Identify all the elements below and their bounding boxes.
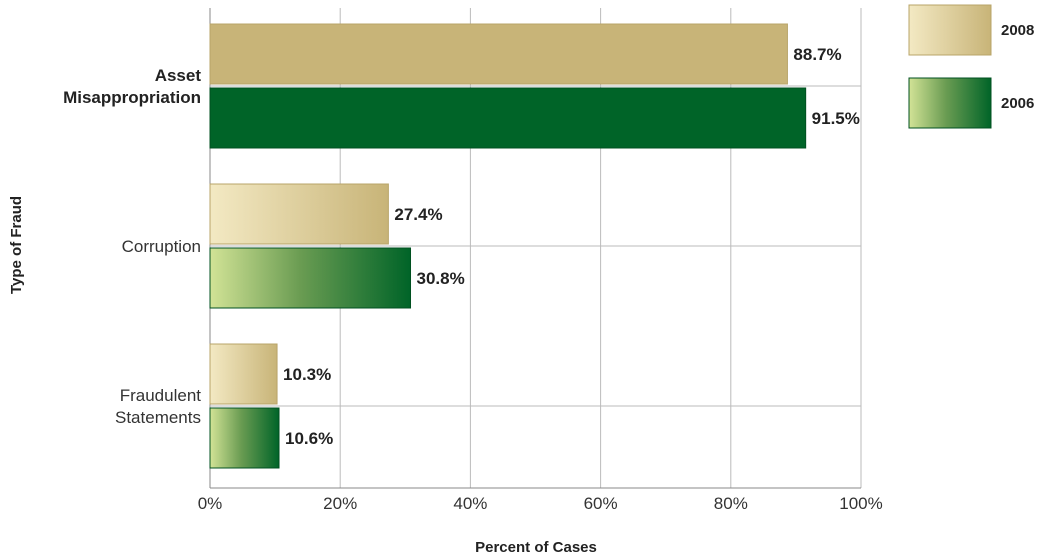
category-label: Corruption — [122, 237, 201, 256]
category-label: Asset Misappropriation — [63, 66, 201, 107]
legend-label-2006: 2006 — [1001, 95, 1034, 112]
bar-2008-corruption — [209, 183, 389, 245]
data-label: 91.5% — [812, 109, 860, 128]
legend-swatch-2006 — [908, 77, 992, 129]
bar-2006-asset-misappropriation — [209, 87, 807, 149]
x-tick-label: 100% — [839, 494, 882, 513]
bars — [209, 23, 807, 469]
bar-2008-fraudulent-statements — [209, 343, 278, 405]
legend-swatch-2008 — [908, 4, 992, 56]
data-label: 30.8% — [417, 269, 465, 288]
x-tick-label: 60% — [584, 494, 618, 513]
bar-2006-corruption — [209, 247, 412, 309]
x-tick-label: 20% — [323, 494, 357, 513]
x-tick-label: 0% — [198, 494, 223, 513]
legend-label-2008: 2008 — [1001, 22, 1034, 39]
data-label: 10.3% — [283, 365, 331, 384]
y-axis-title: Type of Fraud — [8, 196, 25, 294]
labels: 0% 20% 40% 60% 80% 100% 88.7% 91.5% 27.4% 30.8% 10… — [63, 45, 883, 513]
x-tick-label: 80% — [714, 494, 748, 513]
legend: 2008 2006 — [908, 4, 1034, 129]
data-label: 27.4% — [394, 205, 442, 224]
category-label: Fraudulent Statements — [115, 386, 201, 427]
data-label: 10.6% — [285, 429, 333, 448]
x-axis-title: Percent of Cases — [475, 539, 597, 556]
x-tick-label: 40% — [453, 494, 487, 513]
data-label: 88.7% — [793, 45, 841, 64]
bar-2006-fraudulent-statements — [209, 407, 280, 469]
bar-2008-asset-misappropriation — [209, 23, 788, 85]
